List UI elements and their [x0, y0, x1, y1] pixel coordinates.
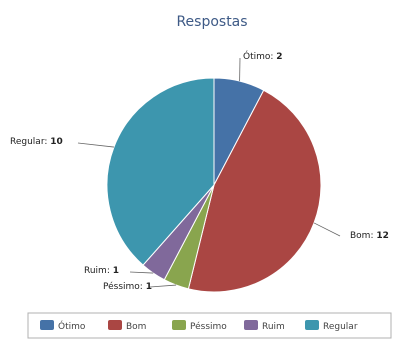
slice-label-category: Regular:: [10, 137, 50, 147]
slice-label-ruim: Ruim: 1: [84, 266, 119, 276]
legend-swatch: [305, 320, 319, 330]
slice-label-otimo: Ótimo: 2: [243, 50, 283, 62]
legend-label: Ótimo: [58, 320, 86, 332]
legend-label: Ruim: [262, 322, 285, 332]
legend-item-pessimo[interactable]: Péssimo: [172, 320, 227, 332]
pie-slices: [106, 77, 322, 293]
slice-label-value: 12: [376, 231, 389, 241]
legend-item-ruim[interactable]: Ruim: [244, 320, 285, 332]
slice-label-category: Ruim:: [84, 266, 113, 276]
legend-item-otimo[interactable]: Ótimo: [40, 320, 86, 332]
legend-item-regular[interactable]: Regular: [305, 320, 358, 332]
legend-label: Bom: [126, 322, 146, 332]
slice-label-bom: Bom: 12: [350, 231, 389, 241]
legend-swatch: [40, 320, 54, 330]
leader-line-regular: [77, 142, 114, 148]
leader-line-bom: [313, 222, 341, 237]
slice-label-value: 1: [113, 266, 119, 276]
slice-label-pessimo: Péssimo: 1: [103, 281, 152, 292]
legend-label: Regular: [323, 322, 358, 332]
legend-swatch: [172, 320, 186, 330]
leader-line-pessimo: [149, 284, 177, 288]
legend-swatch: [108, 320, 122, 330]
slice-label-regular: Regular: 10: [10, 137, 63, 147]
legend: Ótimo Bom Péssimo Ruim Regular: [27, 312, 392, 339]
slice-label-category: Ótimo:: [243, 50, 276, 62]
leader-line-ruim: [129, 271, 154, 274]
label-leader-lines: [77, 57, 341, 288]
slice-label-value: 1: [146, 282, 152, 292]
slice-label-category: Bom:: [350, 231, 376, 241]
legend-label: Péssimo: [190, 321, 227, 332]
legend-frame: [27, 312, 392, 339]
chart-title: Respostas: [176, 14, 247, 30]
legend-swatch: [244, 320, 258, 330]
legend-item-bom[interactable]: Bom: [108, 320, 146, 332]
slice-label-value: 2: [276, 52, 282, 62]
slice-label-value: 10: [50, 137, 63, 147]
slice-label-category: Péssimo:: [103, 281, 146, 292]
